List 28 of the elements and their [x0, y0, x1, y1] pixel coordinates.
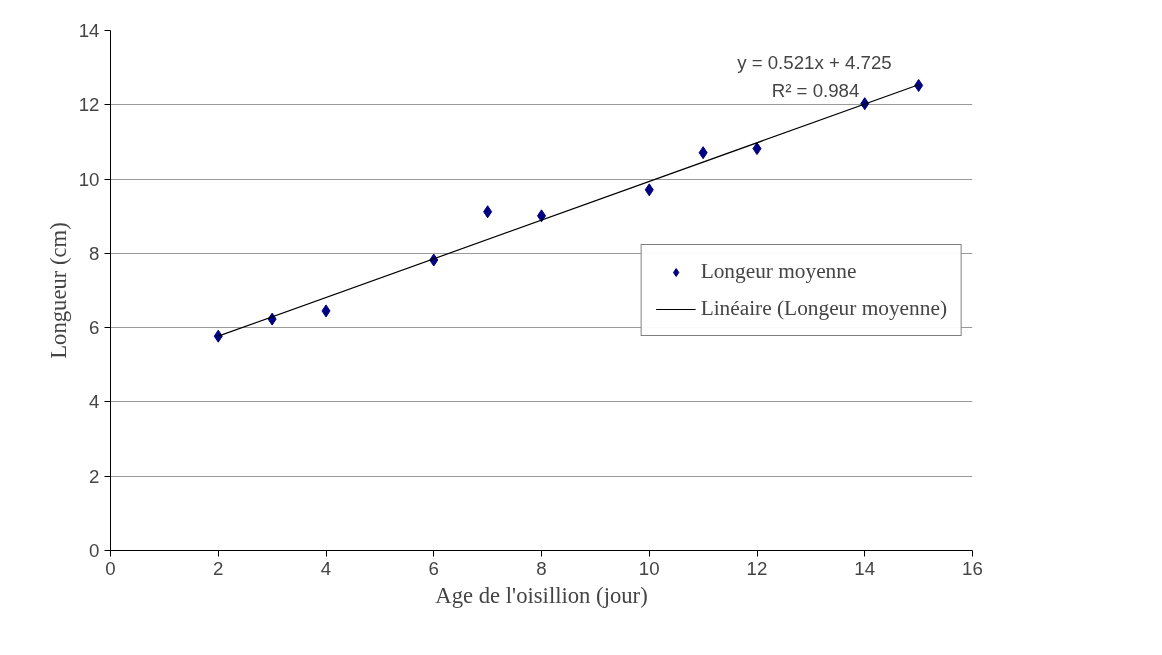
y-tick-label: 6	[89, 317, 100, 339]
legend-label: Linéaire (Longeur moyenne)	[700, 296, 947, 321]
y-tick-label: 12	[78, 94, 100, 116]
y-tick-label: 10	[78, 168, 100, 190]
x-tick-label: 0	[105, 557, 116, 579]
annotation: R² = 0.984	[771, 80, 860, 102]
y-tick-label: 4	[89, 391, 100, 413]
x-tick-label: 16	[962, 557, 983, 579]
y-tick-label: 8	[89, 242, 100, 264]
point	[752, 142, 762, 156]
x-tick-label: 12	[746, 557, 768, 579]
x-tick-label: 14	[854, 557, 876, 579]
point	[698, 146, 708, 160]
x-tick-label: 4	[320, 557, 332, 579]
y-axis-title: Longueur (cm)	[45, 222, 71, 359]
y-tick-label: 2	[89, 465, 100, 487]
annotation: y = 0.521x + 4.725	[737, 52, 892, 74]
x-tick-label: 6	[428, 557, 439, 579]
x-tick-label: 2	[213, 557, 224, 579]
y-tick-label: 14	[78, 20, 100, 41]
point	[644, 183, 654, 197]
legend-label: Longeur moyenne	[700, 259, 857, 284]
point	[321, 304, 331, 318]
x-tick-label: 10	[638, 557, 660, 579]
point	[483, 205, 493, 219]
y-tick-label: 0	[89, 540, 100, 561]
x-axis-title: Age de l'oisillion (jour)	[435, 582, 648, 608]
x-tick-label: 8	[536, 557, 547, 579]
